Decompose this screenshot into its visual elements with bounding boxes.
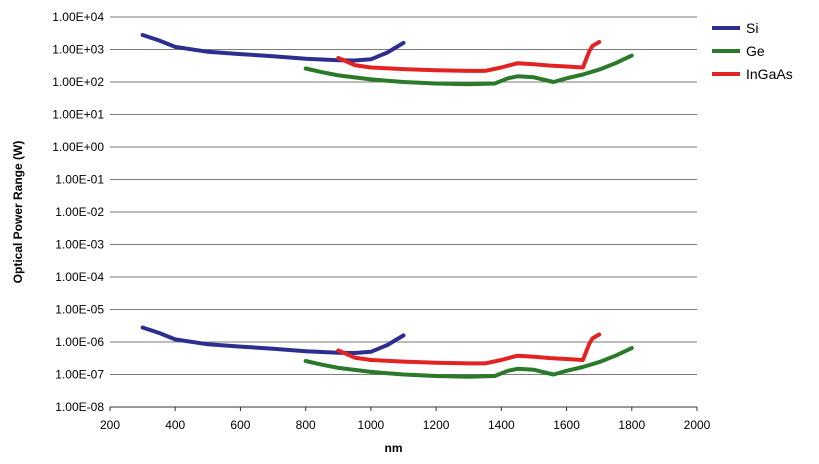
legend-label-ingaas: InGaAs [746, 66, 793, 82]
y-tick-label: 1.00E-07 [55, 368, 104, 382]
x-tick-label: 2000 [684, 418, 711, 432]
series-lines [140, 33, 634, 379]
y-tick-label: 1.00E-03 [55, 238, 104, 252]
series-line-si-lower [140, 325, 406, 355]
y-tick-label: 1.00E+00 [52, 140, 104, 154]
x-tick-labels: 200 400 600 800 1000 1200 1400 1600 1800 2000 [100, 407, 711, 432]
x-tick-label: 1800 [618, 418, 645, 432]
legend-label-si: Si [746, 20, 758, 36]
y-tick-label: 1.00E+01 [52, 108, 104, 122]
series-line-ge-upper [303, 53, 634, 87]
y-tick-labels: 1.00E-08 1.00E-07 1.00E-06 1.00E-05 1.00E-04… [52, 10, 104, 414]
x-tick-label: 1000 [358, 418, 385, 432]
x-axis-title: nm [385, 441, 403, 455]
y-tick-label: 1.00E+02 [52, 75, 104, 89]
series-line-ingaas-upper [336, 40, 602, 73]
x-tick-label: 1400 [488, 418, 515, 432]
y-tick-label: 1.00E-01 [55, 173, 104, 187]
y-tick-label: 1.00E-05 [55, 303, 104, 317]
y-tick-label: 1.00E+03 [52, 43, 104, 57]
y-tick-label: 1.00E-02 [55, 205, 104, 219]
series-line-ge-lower [303, 346, 634, 379]
y-tick-label: 1.00E-08 [55, 400, 104, 414]
series-line-ingaas-lower [336, 332, 602, 366]
x-tick-label: 600 [230, 418, 250, 432]
y-axis-title: Optical Power Range (W) [11, 141, 25, 284]
gridlines [110, 16, 697, 408]
y-tick-label: 1.00E-04 [55, 270, 104, 284]
y-tick-label: 1.00E-06 [55, 335, 104, 349]
legend-label-ge: Ge [746, 43, 765, 59]
x-tick-label: 1600 [553, 418, 580, 432]
x-tick-label: 200 [100, 418, 120, 432]
legend: Si Ge InGaAs [712, 20, 793, 82]
y-tick-label: 1.00E+04 [52, 10, 104, 24]
x-tick-label: 1200 [423, 418, 450, 432]
x-tick-label: 800 [296, 418, 316, 432]
series-line-si-upper [140, 33, 406, 63]
x-tick-label: 400 [165, 418, 185, 432]
